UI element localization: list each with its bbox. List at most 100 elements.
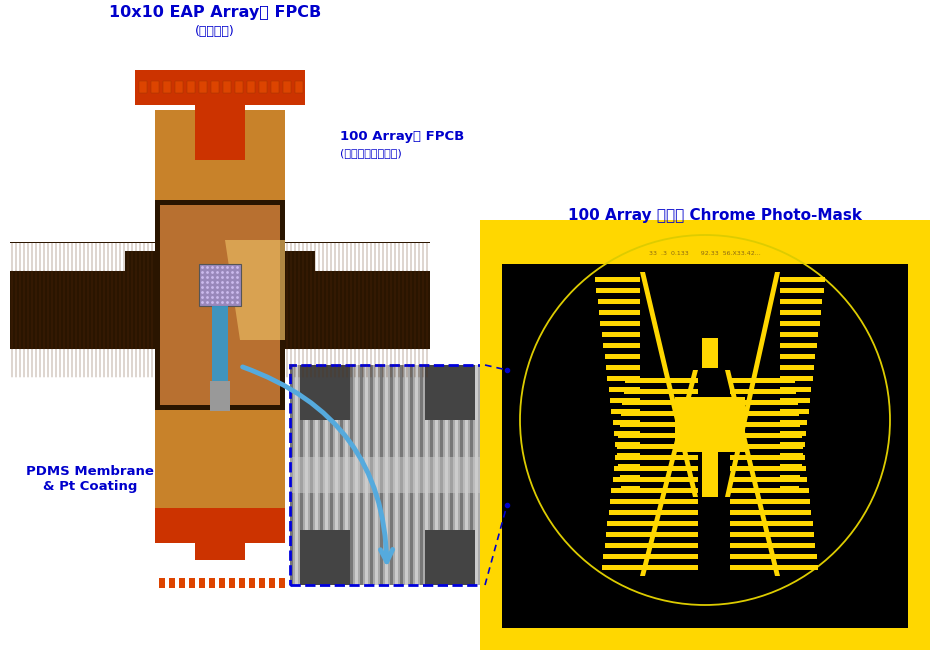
Bar [285,251,315,291]
Bar [290,457,485,493]
Bar [350,365,353,585]
Bar [617,453,640,458]
Bar [617,444,698,449]
Bar [620,422,698,427]
Bar [300,365,303,585]
Bar [780,442,805,447]
Bar [730,477,808,482]
Bar [163,81,171,93]
Bar [410,365,413,585]
Bar [730,411,799,416]
Bar [680,342,702,370]
Bar [380,365,383,585]
Bar [330,365,333,585]
Bar [375,365,378,585]
Bar [335,365,338,585]
Bar [151,81,159,93]
Bar [179,578,185,588]
Bar [283,81,291,93]
Bar [175,81,183,93]
Bar [445,365,448,585]
Bar [271,81,279,93]
Bar [10,242,155,377]
Bar [211,81,219,93]
Bar [605,543,698,548]
Bar [199,264,241,306]
Bar [195,105,245,160]
Bar [625,378,698,383]
Bar [780,420,808,425]
Bar [780,453,803,458]
Bar [187,81,195,93]
Bar [718,452,740,495]
Text: 33  .3  0.133      92.33  56.X33.42...: 33 .3 0.133 92.33 56.X33.42... [649,250,761,256]
Bar [400,365,403,585]
Bar [259,81,267,93]
Bar [730,455,805,460]
Bar [780,431,806,436]
Bar [610,499,698,504]
Bar [620,475,640,480]
Bar [10,349,155,377]
Bar [608,387,640,392]
Bar [10,243,155,271]
Bar [435,365,438,585]
Bar [139,81,147,93]
Bar [475,365,478,585]
Bar [155,508,285,543]
Bar [602,565,698,570]
Bar [125,251,155,291]
Bar [718,342,740,370]
Bar [730,433,802,438]
Bar [606,532,698,537]
Bar [780,299,823,304]
Bar [606,365,640,370]
Bar [611,488,698,493]
Bar [229,578,235,588]
FancyArrowPatch shape [242,367,393,562]
Bar [600,321,640,326]
Polygon shape [225,240,285,340]
Bar [615,455,698,460]
Bar [780,475,800,480]
Bar [247,81,255,93]
Bar [425,365,475,420]
Bar [125,309,155,349]
Text: 10x10 EAP Array용 FPCB: 10x10 EAP Array용 FPCB [109,5,321,20]
Bar [780,376,813,381]
Bar [210,381,230,411]
Bar [618,464,640,469]
Bar [365,365,368,585]
Bar [614,466,698,471]
Bar [189,578,195,588]
Bar [370,365,373,585]
Bar [608,521,698,526]
Bar [295,365,298,585]
Bar [155,200,285,410]
Bar [730,422,800,427]
Bar [780,398,810,403]
Bar [415,365,418,585]
Bar [780,486,799,491]
Bar [310,365,313,585]
Bar [618,433,698,438]
Bar [465,365,468,585]
Bar [730,488,808,493]
Bar [345,365,348,585]
Bar [235,81,243,93]
Bar [295,81,303,93]
Bar [730,400,798,405]
Text: 100 Array 전기용 Chrome Photo-Mask: 100 Array 전기용 Chrome Photo-Mask [568,208,862,223]
Bar [290,365,485,585]
Bar [169,578,175,588]
Bar [595,277,640,282]
Bar [390,365,393,585]
Bar [455,365,458,585]
Bar [269,578,275,588]
Bar [355,365,358,585]
Polygon shape [640,370,698,576]
Bar [730,543,815,548]
Polygon shape [640,272,698,497]
Bar [613,477,698,482]
Bar [10,242,430,377]
